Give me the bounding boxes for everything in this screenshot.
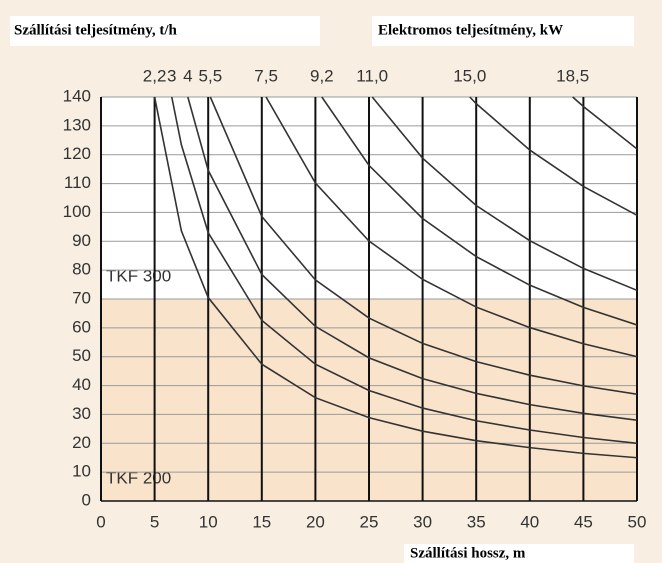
curve-label: 18,5: [556, 66, 589, 85]
y-tick-label: 0: [82, 490, 91, 509]
x-tick-label: 50: [628, 512, 647, 531]
x-tick-label: 20: [306, 512, 325, 531]
chart-title: Szállítási teljesítmény, t/h: [14, 22, 178, 38]
y-tick-label: 40: [72, 375, 91, 394]
y-tick-label: 100: [63, 202, 91, 221]
x-tick-label: 10: [199, 512, 218, 531]
subtitle-box: [372, 16, 634, 46]
region-label: TKF 200: [106, 468, 171, 487]
y-tick-label: 90: [72, 231, 91, 250]
curve-label: 3: [167, 66, 176, 85]
y-tick-label: 110: [64, 173, 91, 192]
x-tick-label: 15: [252, 512, 271, 531]
curve-label: 5,5: [199, 66, 223, 85]
curve-label: 15,0: [453, 66, 486, 85]
curve-label: 11,0: [356, 66, 388, 85]
curve: [469, 96, 638, 217]
y-tick-label: 130: [63, 115, 91, 134]
curve: [170, 96, 638, 445]
curve: [265, 96, 638, 358]
y-tick-label: 140: [63, 86, 91, 105]
x-tick-label: 30: [413, 512, 432, 531]
y-tick-label: 30: [72, 404, 91, 423]
y-tick-label: 80: [72, 260, 91, 279]
y-tick-label: 120: [63, 144, 91, 163]
curve: [187, 96, 638, 421]
x-tick-label: 0: [96, 512, 105, 531]
x-tick-label: 45: [574, 512, 593, 531]
x-tick-label: 5: [150, 512, 159, 531]
curve: [153, 96, 638, 459]
curve: [572, 96, 638, 150]
y-tick-label: 20: [72, 433, 91, 452]
title-box: [10, 16, 320, 46]
x-tick-label: 25: [360, 512, 379, 531]
curve: [321, 96, 638, 326]
region-label: TKF 300: [106, 266, 171, 285]
y-tick-label: 10: [72, 462, 91, 481]
curve-label: 7,5: [254, 66, 278, 85]
y-tick-label: 50: [72, 346, 91, 365]
chart-subtitle: Elektromos teljesítmény, kW: [378, 22, 563, 38]
x-axis-label: Szállítási hossz, m: [410, 545, 526, 561]
x-label-box: [404, 544, 634, 563]
y-tick-label: 70: [72, 288, 91, 307]
curve: [371, 96, 638, 292]
y-tick-label: 60: [72, 317, 91, 336]
curve-label: 2,2: [143, 66, 167, 85]
curve-label: 9,2: [310, 66, 334, 85]
curve: [209, 96, 638, 396]
x-tick-label: 40: [520, 512, 539, 531]
curve-label: 4: [183, 66, 192, 85]
x-tick-label: 35: [467, 512, 486, 531]
